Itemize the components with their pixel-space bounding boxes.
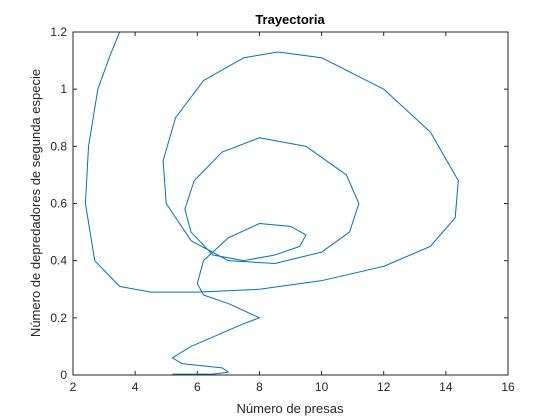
x-tick-label: 2: [70, 380, 77, 394]
x-tick-label: 8: [256, 380, 263, 394]
y-tick-label: 0.4: [50, 254, 67, 268]
y-tick-label: 0.6: [50, 197, 67, 211]
plot-area: [73, 32, 508, 375]
axes-box: [72, 31, 509, 376]
x-tick-label: 14: [439, 380, 453, 394]
y-tick-label: 1: [60, 82, 67, 96]
y-tick-label: 0.8: [50, 139, 67, 153]
x-tick-label: 12: [377, 380, 391, 394]
y-axis-label: Número de depredadores de segunda especi…: [28, 69, 43, 337]
x-tick-label: 16: [501, 380, 515, 394]
y-tick-label: 1.2: [50, 25, 67, 39]
plot-layer: [84, 32, 459, 375]
x-tick-label: 4: [132, 380, 139, 394]
x-tick-label: 6: [194, 380, 201, 394]
y-tick-label: 0: [60, 368, 67, 382]
series-line: [84, 32, 459, 375]
x-axis-label: Número de presas: [237, 401, 344, 416]
y-tick-label: 0.2: [50, 311, 67, 325]
chart-title: Trayectoria: [255, 12, 325, 27]
x-tick-label: 10: [315, 380, 329, 394]
